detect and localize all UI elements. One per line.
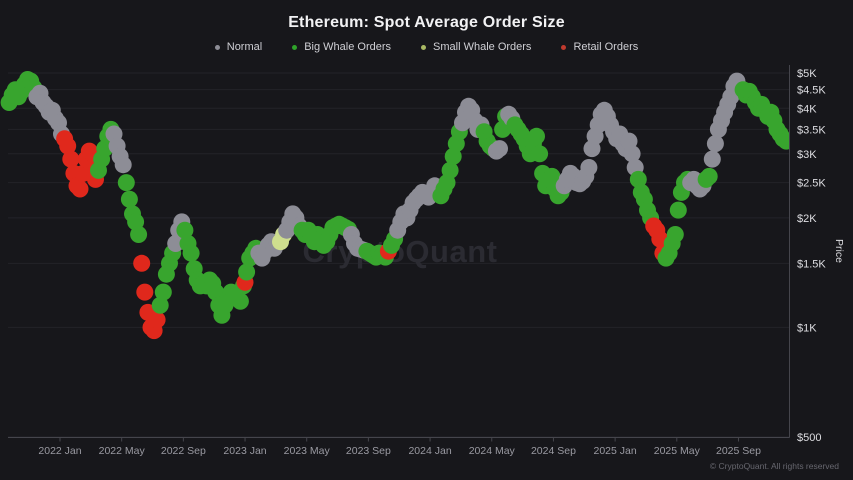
legend-label-retail: Retail Orders bbox=[573, 41, 639, 53]
data-point-b bbox=[666, 226, 684, 243]
data-point-b bbox=[528, 127, 545, 145]
y-axis-title: Price bbox=[833, 239, 845, 263]
data-point-r bbox=[80, 142, 98, 160]
chart-title: Ethereum: Spot Average Order Size bbox=[288, 14, 565, 31]
legend-marker-small-whale-icon bbox=[421, 44, 427, 50]
y-tick-label: $1.5K bbox=[797, 258, 826, 270]
x-tick-label: 2022 Jan bbox=[38, 445, 81, 457]
data-point-b bbox=[777, 132, 790, 150]
data-point-r bbox=[71, 180, 89, 198]
data-point-b bbox=[700, 167, 718, 185]
legend-marker-retail-icon bbox=[561, 44, 567, 50]
y-tick-label: $3.5K bbox=[797, 124, 826, 136]
data-point-n bbox=[167, 235, 185, 252]
legend-item-big-whale[interactable]: Big Whale Orders bbox=[292, 41, 391, 53]
x-tick-label: 2024 May bbox=[469, 445, 516, 457]
x-tick-label: 2025 Sep bbox=[716, 445, 761, 457]
data-point-n bbox=[114, 156, 132, 174]
x-tick-label: 2025 Jan bbox=[594, 445, 637, 457]
legend: Normal Big Whale Orders Small Whale Orde… bbox=[0, 41, 853, 53]
legend-item-retail[interactable]: Retail Orders bbox=[561, 41, 638, 53]
x-tick-label: 2022 Sep bbox=[161, 445, 206, 457]
legend-label-big-whale: Big Whale Orders bbox=[304, 41, 392, 53]
y-tick-label: $1K bbox=[797, 322, 817, 334]
data-point-r bbox=[133, 254, 151, 272]
data-point-b bbox=[176, 221, 194, 239]
y-tick-label: $2.5K bbox=[797, 178, 826, 190]
data-point-r bbox=[62, 150, 80, 168]
legend-marker-big-whale-icon bbox=[292, 44, 298, 50]
x-tick-label: 2022 May bbox=[99, 445, 146, 457]
data-point-r bbox=[148, 311, 166, 329]
copyright-text: © CryptoQuant. All rights reserved bbox=[709, 461, 839, 471]
data-point-b bbox=[154, 283, 172, 301]
data-point-b bbox=[444, 147, 462, 165]
legend-label-small-whale: Small Whale Orders bbox=[433, 41, 532, 53]
data-point-r bbox=[59, 137, 77, 155]
y-tick-label: $3K bbox=[797, 149, 817, 161]
data-point-n bbox=[706, 135, 724, 153]
data-point-b bbox=[231, 292, 249, 310]
data-point-b bbox=[151, 296, 169, 314]
data-point-r bbox=[136, 283, 154, 301]
data-point-b bbox=[629, 170, 647, 188]
x-tick-label: 2025 May bbox=[654, 445, 701, 457]
data-point-b bbox=[182, 244, 200, 262]
y-tick-label: $4K bbox=[797, 103, 817, 115]
data-point-b bbox=[441, 161, 459, 179]
data-point-b bbox=[120, 190, 138, 208]
x-tick-label: 2023 May bbox=[284, 445, 331, 457]
data-point-n bbox=[580, 159, 598, 176]
data-point-n bbox=[620, 132, 638, 150]
legend-item-normal[interactable]: Normal bbox=[214, 41, 263, 53]
data-point-b bbox=[531, 145, 549, 163]
data-points-group bbox=[0, 71, 790, 340]
legend-marker-normal-icon bbox=[214, 44, 220, 50]
data-point-b bbox=[238, 263, 256, 281]
x-tick-label: 2024 Sep bbox=[531, 445, 576, 457]
data-point-n bbox=[491, 140, 508, 158]
x-tick-label: 2024 Jan bbox=[408, 445, 451, 457]
y-tick-label: $4.5K bbox=[797, 85, 826, 97]
legend-item-small-whale[interactable]: Small Whale Orders bbox=[421, 41, 531, 53]
data-point-b bbox=[669, 201, 687, 219]
data-point-b bbox=[130, 226, 148, 243]
x-tick-label: 2023 Sep bbox=[346, 445, 391, 457]
data-point-n bbox=[623, 145, 641, 163]
y-tick-label: $2K bbox=[797, 213, 817, 225]
x-tick-label: 2023 Jan bbox=[223, 445, 266, 457]
legend-label-normal: Normal bbox=[226, 41, 263, 53]
y-tick-label: $5K bbox=[797, 68, 817, 80]
data-point-b bbox=[117, 174, 135, 192]
data-point-n bbox=[703, 150, 721, 168]
y-tick-label: $500 bbox=[797, 432, 821, 444]
